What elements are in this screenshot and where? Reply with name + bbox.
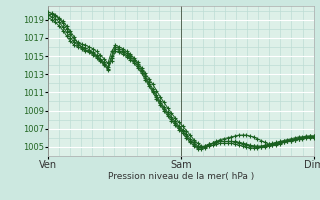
X-axis label: Pression niveau de la mer( hPa ): Pression niveau de la mer( hPa ): [108, 172, 254, 181]
